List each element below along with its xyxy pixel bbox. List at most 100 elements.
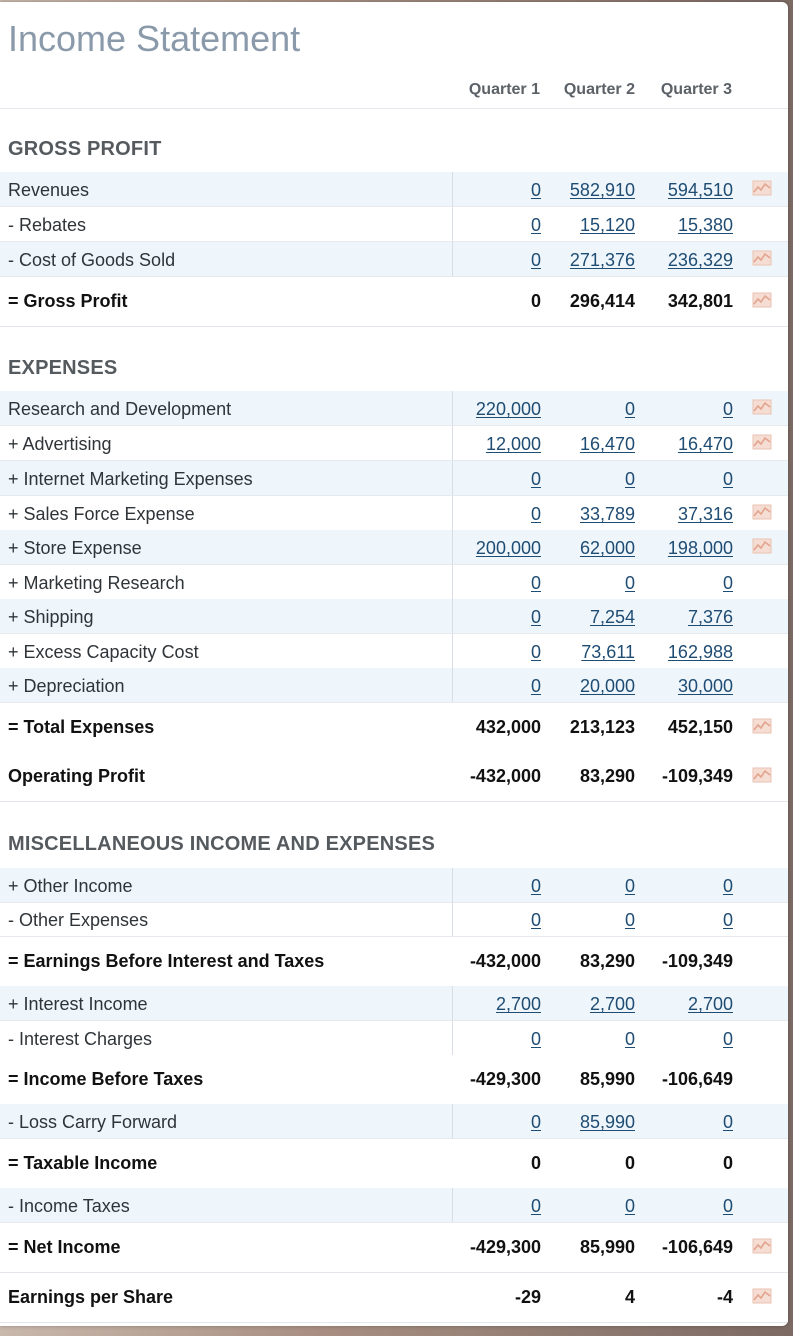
- quarter-3-value[interactable]: 0: [722, 399, 733, 419]
- quarter-2-value[interactable]: 0: [624, 399, 635, 419]
- trend-chart-icon[interactable]: [752, 538, 772, 554]
- quarter-1-value[interactable]: 0: [530, 469, 541, 489]
- quarter-1-value[interactable]: 0: [530, 504, 541, 524]
- quarter-3-value[interactable]: 0: [722, 573, 733, 593]
- quarter-1-value[interactable]: 0: [530, 180, 541, 200]
- quarter-3-value[interactable]: 0: [722, 1029, 733, 1049]
- quarter-3-value[interactable]: 0: [722, 469, 733, 489]
- quarter-1-value: 0: [530, 291, 541, 311]
- quarter-1-value[interactable]: 200,000: [475, 538, 541, 558]
- row-label: Revenues: [8, 180, 90, 200]
- row-cost-of-goods-sold: - Cost of Goods Sold 0 271,376 236,329: [0, 242, 788, 277]
- quarter-3-value: 0: [722, 1153, 733, 1173]
- quarter-2-value[interactable]: 0: [624, 1029, 635, 1049]
- quarter-2-value[interactable]: 73,611: [581, 642, 635, 662]
- quarter-2-value[interactable]: 85,990: [579, 1112, 635, 1132]
- quarter-2-value[interactable]: 0: [624, 469, 635, 489]
- row-label: - Income Taxes: [8, 1196, 130, 1216]
- quarter-2-value[interactable]: 582,910: [569, 180, 635, 200]
- row-interest-income: + Interest Income 2,700 2,700 2,700: [0, 986, 788, 1021]
- row-income-before-taxes: = Income Before Taxes -429,300 85,990 -106,…: [0, 1055, 788, 1105]
- quarter-1-value[interactable]: 0: [530, 215, 541, 235]
- quarter-3-value[interactable]: 37,316: [677, 504, 733, 524]
- quarter-1-value[interactable]: 0: [530, 642, 541, 662]
- column-divider: [452, 565, 453, 599]
- column-divider: [452, 902, 453, 936]
- quarter-1-value[interactable]: 0: [530, 876, 541, 896]
- quarter-2-value[interactable]: 0: [624, 1196, 635, 1216]
- row-total-expenses: = Total Expenses 432,000 213,123 452,150: [0, 703, 788, 753]
- quarter-3-value[interactable]: 15,380: [677, 215, 733, 235]
- quarter-1-value[interactable]: 0: [530, 910, 541, 930]
- quarter-2-value[interactable]: 62,000: [579, 538, 635, 558]
- trend-chart-icon[interactable]: [752, 292, 772, 308]
- column-divider: [452, 868, 453, 902]
- column-divider: [452, 668, 453, 702]
- page-title: Income Statement: [8, 18, 301, 59]
- trend-chart-icon[interactable]: [752, 504, 772, 520]
- quarter-2-value[interactable]: 271,376: [569, 250, 635, 270]
- quarter-3-value: -109,349: [661, 951, 733, 971]
- row-label: - Other Expenses: [8, 910, 149, 930]
- quarter-2-header: Quarter 2: [563, 81, 635, 98]
- trend-chart-icon[interactable]: [752, 434, 772, 450]
- row-gross-profit: = Gross Profit 0 296,414 342,801: [0, 277, 788, 327]
- quarter-3-value[interactable]: 30,000: [677, 676, 733, 696]
- row-internet-marketing-expenses: + Internet Marketing Expenses 0 0 0: [0, 461, 788, 496]
- row-advertising: + Advertising 12,000 16,470 16,470: [0, 426, 788, 461]
- trend-chart-icon[interactable]: [752, 767, 772, 783]
- quarter-1-value[interactable]: 0: [530, 676, 541, 696]
- row-label: + Other Income: [8, 876, 133, 896]
- quarter-1-value: -29: [514, 1287, 541, 1307]
- quarter-1-value[interactable]: 0: [530, 1029, 541, 1049]
- quarter-1-value[interactable]: 0: [530, 1112, 541, 1132]
- column-divider: [452, 599, 453, 633]
- trend-chart-icon[interactable]: [752, 1288, 772, 1304]
- quarter-3-value[interactable]: 7,376: [687, 607, 733, 627]
- quarter-3-value[interactable]: 236,329: [667, 250, 733, 270]
- quarter-1-value[interactable]: 0: [530, 573, 541, 593]
- quarter-3-value[interactable]: 198,000: [667, 538, 733, 558]
- quarter-1-value[interactable]: 0: [530, 1196, 541, 1216]
- quarter-2-value[interactable]: 20,000: [579, 676, 635, 696]
- quarter-3-value[interactable]: 0: [722, 1112, 733, 1132]
- quarter-1-value[interactable]: 0: [530, 607, 541, 627]
- trend-chart-icon[interactable]: [752, 1238, 772, 1254]
- column-divider: [452, 242, 453, 276]
- quarter-1-value[interactable]: 12,000: [485, 434, 541, 454]
- quarter-2-value[interactable]: 0: [624, 910, 635, 930]
- quarter-3-value: -109,349: [661, 766, 733, 786]
- column-divider: [452, 391, 453, 425]
- quarter-2-value[interactable]: 33,789: [579, 504, 635, 524]
- quarter-2-value[interactable]: 0: [624, 876, 635, 896]
- quarter-3-value[interactable]: 162,988: [667, 642, 733, 662]
- section-misc-income-expenses: MISCELLANEOUS INCOME AND EXPENSES: [8, 833, 436, 855]
- quarter-2-value[interactable]: 0: [624, 573, 635, 593]
- row-taxable-income: = Taxable Income 0 0 0: [0, 1139, 788, 1189]
- row-label: + Depreciation: [8, 676, 125, 696]
- quarter-1-value[interactable]: 2,700: [495, 994, 541, 1014]
- column-divider: [452, 496, 453, 530]
- trend-chart-icon[interactable]: [752, 250, 772, 266]
- trend-chart-icon[interactable]: [752, 718, 772, 734]
- quarter-3-value[interactable]: 0: [722, 1196, 733, 1216]
- quarter-2-value[interactable]: 7,254: [589, 607, 635, 627]
- section-expenses: EXPENSES: [8, 357, 118, 379]
- trend-chart-icon[interactable]: [752, 399, 772, 415]
- quarter-2-value[interactable]: 16,470: [579, 434, 635, 454]
- quarter-1-value: 0: [530, 1153, 541, 1173]
- quarter-3-value[interactable]: 0: [722, 876, 733, 896]
- quarter-2-value: 83,290: [579, 951, 635, 971]
- quarter-1-value[interactable]: 0: [530, 250, 541, 270]
- quarter-3-value[interactable]: 2,700: [687, 994, 733, 1014]
- quarter-2-value: 213,123: [569, 717, 635, 737]
- trend-chart-icon[interactable]: [752, 180, 772, 196]
- quarter-2-value[interactable]: 15,120: [579, 215, 635, 235]
- quarter-3-value[interactable]: 594,510: [667, 180, 733, 200]
- row-label: - Interest Charges: [8, 1029, 153, 1049]
- row-net-income: = Net Income -429,300 85,990 -106,649: [0, 1223, 788, 1273]
- quarter-2-value[interactable]: 2,700: [589, 994, 635, 1014]
- quarter-3-value[interactable]: 0: [722, 910, 733, 930]
- quarter-3-value[interactable]: 16,470: [677, 434, 733, 454]
- quarter-1-value[interactable]: 220,000: [475, 399, 541, 419]
